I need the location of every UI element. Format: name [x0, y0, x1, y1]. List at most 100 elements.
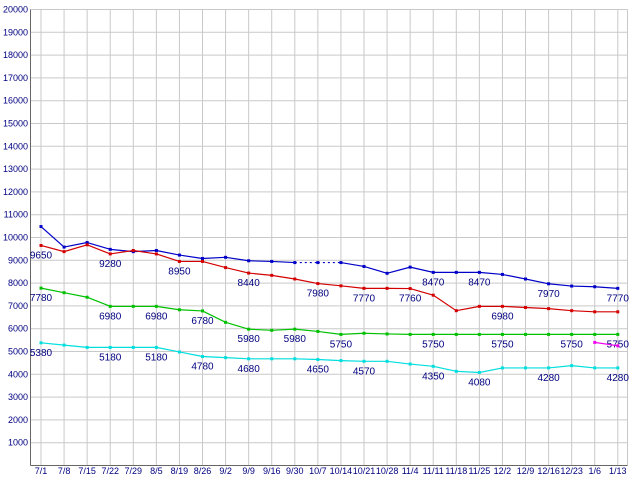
- series-line-segment-cyan: [410, 363, 434, 367]
- data-point-red: [524, 305, 528, 309]
- x-tick-label: 9/9: [242, 466, 255, 476]
- series-line-segment-blue: [363, 265, 388, 274]
- y-tick-label: 15000: [3, 119, 28, 129]
- series-line-segment-cyan: [340, 360, 365, 362]
- x-tick-label: 7/15: [78, 466, 96, 476]
- data-point-red: [224, 266, 228, 270]
- x-axis-tick-labels: 7/1 7/8 7/15 7/22 7/29 8/5 8/19 8/26 9/2 9/9 9/16 9…: [35, 466, 627, 476]
- data-point-cyan: [224, 356, 228, 360]
- x-tick-label: 9/16: [263, 466, 281, 476]
- data-point-blue: [362, 264, 366, 268]
- point-label-cyan: 5380: [30, 348, 53, 359]
- x-tick-label: 12/9: [517, 466, 535, 476]
- data-point-blue: [408, 265, 412, 269]
- series-line-segment-red: [110, 249, 134, 255]
- point-label-cyan: 4780: [191, 362, 214, 373]
- series-line-segment-cyan: [225, 357, 249, 360]
- series-line-segment-green: [271, 328, 295, 331]
- series-line-segment-blue: [248, 260, 272, 263]
- series-line-segment-blue: [86, 241, 111, 250]
- series-line-segment-blue: [179, 254, 203, 260]
- series-line-segment-red: [63, 244, 88, 253]
- data-point-cyan: [408, 362, 412, 366]
- data-point-blue: [385, 271, 389, 275]
- data-point-green: [477, 332, 481, 336]
- series-line-segment-blue: [63, 241, 88, 248]
- series-blue: 8470 8470 7970 7770: [39, 225, 629, 304]
- y-axis-tick-labels: 1000 2000 3000 4000 5000 6000 7000 8000 9000 1000…: [3, 5, 28, 448]
- data-point-blue: [177, 253, 181, 257]
- series-line-segment-red: [317, 282, 341, 287]
- series-line-segment-cyan: [40, 342, 65, 346]
- data-point-green: [293, 327, 297, 331]
- series-line-segment-cyan: [433, 365, 457, 372]
- x-tick-label: 8/19: [171, 466, 189, 476]
- point-label-cyan: 5180: [145, 352, 168, 363]
- data-point-red: [108, 252, 112, 256]
- x-tick-label: 11/18: [445, 466, 467, 476]
- y-tick-label: 6000: [8, 324, 28, 334]
- series-line-segment-cyan: [479, 367, 503, 374]
- x-tick-label: 12/16: [537, 466, 560, 476]
- series-line-segment-cyan: [548, 365, 572, 369]
- point-label-green: 5750: [330, 339, 353, 350]
- point-label-cyan: 4280: [537, 373, 560, 384]
- y-tick-label: 12000: [3, 187, 28, 197]
- data-point-red: [408, 287, 412, 291]
- data-point-blue: [85, 241, 89, 245]
- point-label-red: 9650: [30, 250, 53, 261]
- data-point-green: [154, 304, 158, 308]
- data-point-green: [39, 286, 43, 290]
- grid: [30, 9, 628, 466]
- series-line-segment-blue: [594, 286, 618, 289]
- point-label-cyan: 4080: [468, 377, 491, 388]
- data-point-blue: [201, 256, 205, 260]
- data-point-red: [593, 310, 597, 314]
- series-line-segment-red: [548, 308, 572, 312]
- x-tick-label: 12/2: [494, 466, 512, 476]
- x-tick-label: 10/28: [376, 466, 399, 476]
- data-point-red: [616, 310, 620, 314]
- series-line-segment-blue: [386, 266, 411, 274]
- point-label-green: 6980: [99, 311, 122, 322]
- series-line-segment-green: [363, 332, 388, 335]
- data-point-cyan: [316, 357, 320, 361]
- series-line-segment-green: [202, 310, 226, 323]
- series-line-segment-green: [317, 330, 342, 335]
- data-point-green: [570, 332, 574, 336]
- y-tick-label: 5000: [8, 347, 28, 357]
- axes: [30, 9, 628, 466]
- x-tick-label: 7/22: [101, 466, 119, 476]
- y-tick-label: 7000: [8, 301, 28, 311]
- point-label-green: 5980: [238, 334, 261, 345]
- x-tick-label: 8/26: [194, 466, 212, 476]
- data-point-red: [201, 259, 205, 263]
- series-line-segment-blue: [40, 226, 65, 248]
- x-tick-label: 11/25: [468, 466, 490, 476]
- data-point-blue: [477, 270, 481, 274]
- point-label-green: 6980: [145, 311, 168, 322]
- series-line-segment-red: [456, 305, 480, 312]
- data-point-green: [85, 295, 89, 299]
- x-tick-label: 9/2: [219, 466, 232, 476]
- data-point-cyan: [293, 357, 297, 361]
- point-label-green: 5980: [284, 334, 307, 345]
- point-label-cyan: 4650: [307, 364, 330, 375]
- series-line-segment-blue: [340, 261, 365, 268]
- series-line-segment-cyan: [571, 365, 595, 369]
- series-line-segment-red: [86, 244, 111, 255]
- data-point-cyan: [177, 350, 181, 354]
- series-line-segment-cyan: [294, 358, 318, 361]
- series-line-segment-red: [525, 306, 549, 310]
- x-tick-label: 9/30: [286, 466, 304, 476]
- series-line-segment-cyan: [156, 346, 180, 353]
- series-line-segment-green: [294, 328, 318, 333]
- point-label-green: 5750: [491, 339, 514, 350]
- data-point-cyan: [62, 343, 66, 347]
- series-line-segment-red: [502, 305, 526, 309]
- data-point-cyan: [85, 345, 89, 349]
- data-point-green: [362, 331, 366, 335]
- data-point-blue: [224, 255, 228, 259]
- data-point-magenta: [593, 340, 597, 344]
